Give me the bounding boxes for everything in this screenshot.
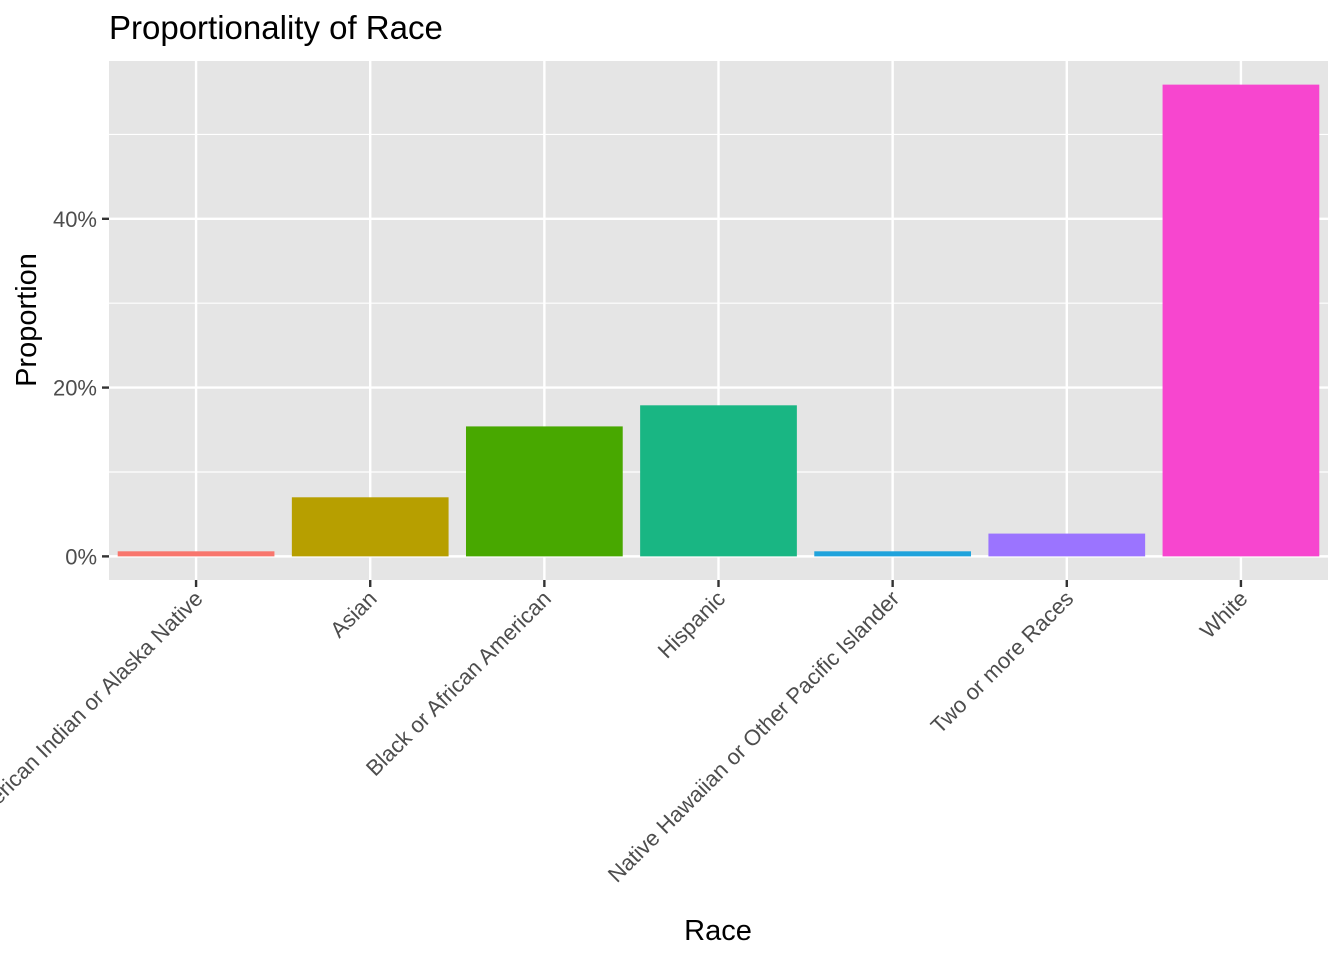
y-tick-label: 20%: [53, 376, 97, 401]
chart-title: Proportionality of Race: [109, 9, 443, 46]
bar-native-hawaiian-or-other-pacific-islander: [814, 551, 972, 557]
y-axis: 0% 20% 40%: [53, 207, 109, 569]
bar-two-or-more-races: [988, 533, 1146, 557]
bar-asian: [291, 497, 449, 557]
x-tick-label: Hispanic: [653, 586, 730, 663]
x-tick-label: Asian: [325, 586, 382, 643]
y-axis-title: Proportion: [11, 253, 43, 387]
x-tick-label: White: [1195, 586, 1252, 643]
x-tick-label: Two or more Races: [926, 586, 1079, 739]
x-axis: American Indian or Alaska Native AsianBla…: [0, 580, 1252, 887]
x-tick-label: Black or African American: [361, 586, 556, 781]
y-tick-label: 40%: [53, 207, 97, 232]
x-axis-title: Race: [684, 915, 752, 947]
x-tick-label: American Indian or Alaska Native: [0, 586, 208, 833]
x-tick-label: Native Hawaiian or Other Pacific Islande…: [603, 586, 904, 887]
bar-white: [1162, 84, 1320, 557]
bar-american-indian-or-alaska-native: [117, 551, 275, 557]
y-tick-label: 0%: [65, 544, 97, 569]
bars: [117, 84, 1320, 557]
bar-black-or-african-american: [465, 426, 623, 557]
bar-hispanic: [640, 405, 797, 557]
